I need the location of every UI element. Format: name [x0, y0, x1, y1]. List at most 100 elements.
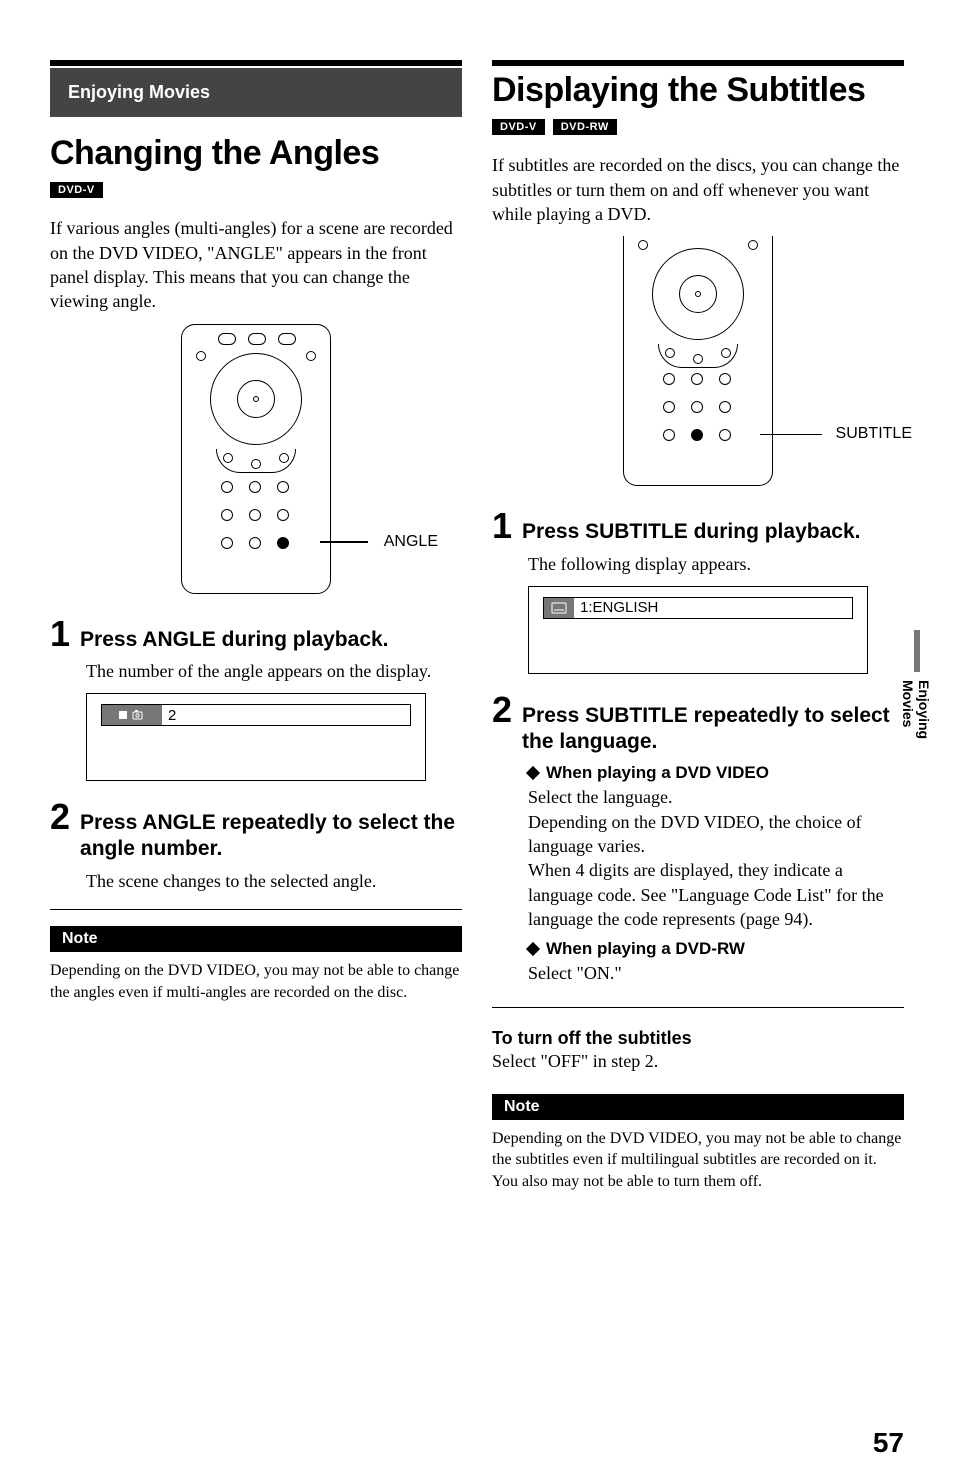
remote-top-btn [218, 333, 236, 345]
step-number: 1 [50, 616, 70, 652]
step-title: Press SUBTITLE during playback. [522, 519, 860, 545]
remote-arc-btn [693, 354, 703, 364]
remote-arc-btn [223, 453, 233, 463]
remote-diagram: ANGLE [181, 324, 331, 594]
remote-grid-btn-highlighted [691, 429, 703, 441]
page-heading-right: Displaying the Subtitles [492, 72, 904, 109]
note-badge: Note [50, 926, 462, 952]
diamond-icon [526, 942, 540, 956]
remote-grid-btn [221, 481, 233, 493]
remote-dpad [210, 353, 302, 445]
page-heading-left: Changing the Angles [50, 135, 462, 172]
remote-arc-btn [279, 453, 289, 463]
page-number: 57 [873, 1427, 904, 1459]
remote-callout-label: SUBTITLE [836, 425, 912, 443]
remote-arc-btn [665, 348, 675, 358]
remote-grid-btn [249, 537, 261, 549]
remote-arc [658, 344, 738, 368]
remote-dpad-center [695, 291, 701, 297]
remote-arc [216, 449, 296, 473]
remote-diagram-wrap: ANGLE [50, 324, 462, 594]
badge-row: DVD-V [50, 182, 462, 198]
remote-dpad-inner [237, 380, 275, 418]
remote-grid-btn [663, 373, 675, 385]
step-2: 2 Press ANGLE repeatedly to select the a… [50, 799, 462, 863]
remote-grid-btn [663, 401, 675, 413]
remote-grid-btn [221, 537, 233, 549]
remote-grid-btn-highlighted [277, 537, 289, 549]
left-column: Enjoying Movies Changing the Angles DVD-… [50, 60, 462, 1192]
sub-body: Select "OFF" in step 2. [492, 1049, 904, 1073]
badge-dvd-rw: DVD-RW [553, 119, 617, 135]
step-body: The number of the angle appears on the d… [86, 659, 462, 683]
badge-dvd-v: DVD-V [492, 119, 545, 135]
on-screen-display-bar: 1:ENGLISH [543, 597, 853, 619]
subsection-label: When playing a DVD VIDEO [546, 763, 769, 783]
divider [50, 909, 462, 910]
step-body: The following display appears. [528, 552, 904, 576]
side-tab-label: Enjoying Movies [900, 680, 932, 780]
section-header: Enjoying Movies [50, 68, 462, 117]
remote-dpad [652, 248, 744, 340]
step-title: Press ANGLE repeatedly to select the ang… [80, 810, 462, 863]
step-title: Press ANGLE during playback. [80, 627, 388, 653]
intro-text: If subtitles are recorded on the discs, … [492, 153, 904, 226]
step-number: 2 [492, 692, 512, 728]
on-screen-display-box: 1:ENGLISH [528, 586, 868, 674]
remote-grid-btn [221, 509, 233, 521]
column-top-bar [492, 60, 904, 66]
subsection-label: When playing a DVD-RW [546, 939, 745, 959]
diamond-icon [526, 766, 540, 780]
badge-dvd-v: DVD-V [50, 182, 103, 198]
angle-icon [132, 709, 146, 721]
subsection-body: Select the language. Depending on the DV… [528, 785, 904, 931]
remote-dpad-center [253, 396, 259, 402]
right-column: Displaying the Subtitles DVD-V DVD-RW If… [492, 60, 904, 1192]
note-badge: Note [492, 1094, 904, 1120]
badge-row: DVD-V DVD-RW [492, 119, 904, 135]
step-number: 2 [50, 799, 70, 835]
remote-corner-dot [196, 351, 206, 361]
display-icon-segment [544, 598, 574, 618]
remote-grid-btn [249, 509, 261, 521]
step-number: 1 [492, 508, 512, 544]
side-tab-bar [914, 630, 920, 672]
display-value: 2 [162, 707, 176, 724]
stop-icon [118, 710, 128, 720]
remote-top-btn [248, 333, 266, 345]
remote-grid-btn [277, 509, 289, 521]
remote-grid-btn [691, 373, 703, 385]
side-tab: Enjoying Movies [900, 640, 920, 780]
note-text: Depending on the DVD VIDEO, you may not … [50, 960, 462, 1003]
callout-line [760, 434, 822, 436]
remote-corner-dot [748, 240, 758, 250]
remote-top-btn [278, 333, 296, 345]
step-2: 2 Press SUBTITLE repeatedly to select th… [492, 692, 904, 756]
display-value: 1:ENGLISH [574, 599, 658, 616]
step-body: The scene changes to the selected angle. [86, 869, 462, 893]
remote-callout-label: ANGLE [384, 533, 438, 551]
remote-corner-dot [638, 240, 648, 250]
note-text: Depending on the DVD VIDEO, you may not … [492, 1128, 904, 1193]
on-screen-display-bar: 2 [101, 704, 411, 726]
remote-button-grid [663, 373, 733, 443]
step-1: 1 Press SUBTITLE during playback. [492, 508, 904, 545]
display-icon-segment [102, 705, 162, 725]
callout-line [320, 541, 368, 543]
remote-button-grid [221, 481, 291, 551]
divider [492, 1007, 904, 1008]
column-top-bar [50, 60, 462, 66]
remote-corner-dot [306, 351, 316, 361]
intro-text: If various angles (multi-angles) for a s… [50, 216, 462, 313]
subsection-heading: When playing a DVD-RW [528, 939, 904, 959]
subtitle-icon [551, 602, 567, 614]
subsection-body: Select "ON." [528, 961, 904, 985]
sub-heading: To turn off the subtitles [492, 1028, 904, 1049]
remote-dpad-inner [679, 275, 717, 313]
remote-grid-btn [277, 481, 289, 493]
remote-grid-btn [719, 401, 731, 413]
step-1: 1 Press ANGLE during playback. [50, 616, 462, 653]
remote-grid-btn [719, 429, 731, 441]
remote-grid-btn [719, 373, 731, 385]
remote-arc-btn [251, 459, 261, 469]
